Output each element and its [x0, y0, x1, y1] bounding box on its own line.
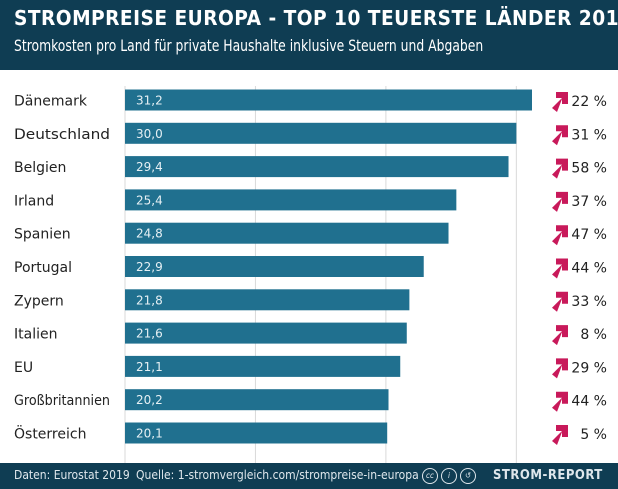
- value-label: 30,0: [136, 127, 163, 141]
- bar: [125, 256, 424, 277]
- bar: [125, 355, 401, 377]
- arrow-up-right-icon: [552, 225, 568, 246]
- change-label: 44 %: [571, 261, 607, 277]
- category-label: Zypern: [14, 293, 64, 309]
- change-label: 5 %: [580, 427, 607, 443]
- change-label: 22 %: [571, 94, 607, 110]
- change-label: 8 %: [580, 327, 607, 343]
- category-label: Portugal: [14, 260, 72, 276]
- chart-subtitle: Stromkosten pro Land für private Haushal…: [14, 36, 484, 55]
- arrow-up-right-icon: [552, 92, 568, 112]
- change-label: 33 %: [571, 294, 607, 310]
- bar: [125, 289, 410, 311]
- share-alike-icon: ↺: [460, 468, 476, 484]
- bar: [125, 222, 449, 244]
- arrow-up-right-icon: [552, 391, 568, 412]
- value-label: 21,6: [136, 327, 163, 341]
- cc-license-icons: cc i ↺: [422, 467, 479, 484]
- category-label: Österreich: [14, 425, 86, 443]
- chart-title: STROMPREISE EUROPA - TOP 10 TEUERSTE LÄN…: [14, 6, 618, 30]
- category-label: Irland: [14, 193, 54, 209]
- value-label: 20,1: [136, 427, 163, 441]
- category-label: Dänemark: [14, 94, 88, 110]
- data-source: Daten: Eurostat 2019: [14, 468, 130, 482]
- change-label: 29 %: [571, 360, 607, 376]
- category-label: Deutschland: [14, 127, 110, 143]
- value-label: 21,1: [136, 360, 163, 374]
- change-label: 31 %: [571, 127, 607, 143]
- arrow-up-right-icon: [552, 291, 568, 312]
- value-label: 24,8: [136, 227, 163, 241]
- bar: [125, 322, 407, 344]
- category-label: Italien: [14, 327, 57, 343]
- value-label: 29,4: [136, 160, 163, 174]
- change-label: 58 %: [571, 161, 607, 177]
- change-label: 37 %: [571, 194, 607, 210]
- bar: [125, 422, 388, 444]
- arrow-up-right-icon: [552, 191, 568, 212]
- category-label: Großbritannien: [14, 393, 110, 409]
- change-label: 44 %: [571, 394, 607, 410]
- bar: [125, 189, 457, 211]
- value-label: 21,8: [136, 293, 163, 307]
- source-link[interactable]: Quelle: 1-stromvergleich.com/strompreise…: [136, 468, 419, 482]
- arrow-up-right-icon: [552, 258, 568, 279]
- arrow-up-right-icon: [552, 425, 568, 445]
- arrow-up-right-icon: [552, 158, 568, 179]
- header: STROMPREISE EUROPA - TOP 10 TEUERSTE LÄN…: [0, 0, 618, 70]
- arrow-up-right-icon: [552, 358, 568, 379]
- bar: [125, 156, 509, 178]
- footer: Daten: Eurostat 2019 Quelle: 1-stromverg…: [0, 463, 618, 489]
- bar: [125, 89, 532, 111]
- category-label: Belgien: [14, 160, 66, 176]
- bar-chart: Dänemark 31,2 22 % Deutschland 30,0 31 % Belgi…: [14, 86, 607, 463]
- value-label: 22,9: [136, 260, 163, 274]
- bar: [125, 389, 389, 411]
- category-label: EU: [14, 360, 33, 376]
- arrow-up-right-icon: [552, 325, 568, 346]
- attribution-icon: i: [441, 468, 457, 484]
- value-label: 31,2: [136, 94, 163, 108]
- arrow-up-right-icon: [552, 125, 568, 146]
- category-label: Spanien: [14, 227, 71, 243]
- value-label: 20,2: [136, 393, 163, 407]
- change-label: 47 %: [571, 227, 607, 243]
- brand-logo: STROM-REPORT: [493, 468, 603, 483]
- bar: [125, 122, 517, 144]
- cc-icon: cc: [422, 468, 438, 484]
- value-label: 25,4: [136, 193, 163, 207]
